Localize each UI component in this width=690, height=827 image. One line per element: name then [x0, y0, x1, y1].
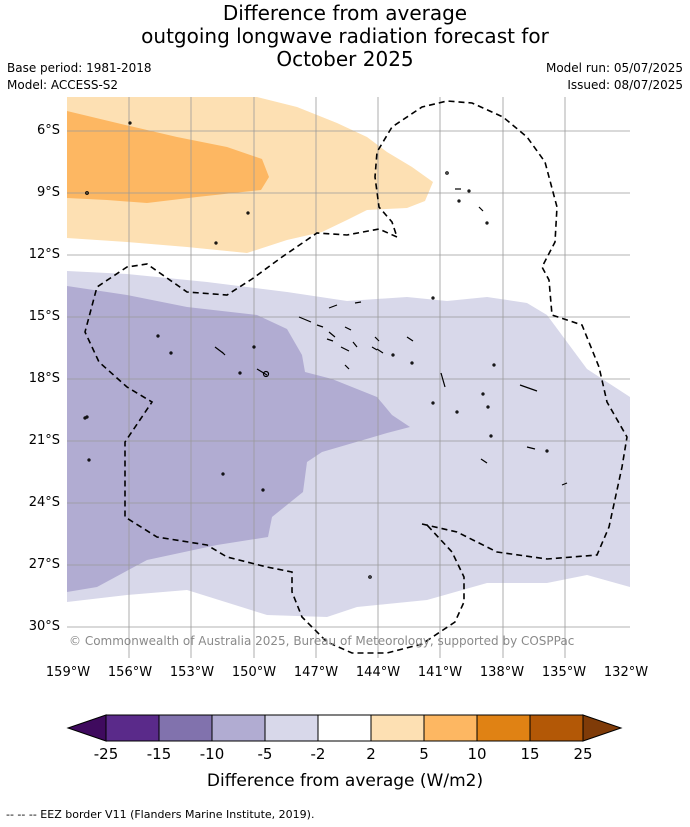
colorbar-segment [529, 714, 584, 742]
anomaly-region-pos-5-10 [67, 111, 269, 203]
title-line-2: outgoing longwave radiation forecast for [141, 24, 549, 48]
lon-tick-label: 153°W [169, 665, 215, 680]
lon-tick-label: 147°W [293, 665, 339, 680]
lat-tick-label: 9°S [36, 185, 60, 200]
colorbar-segment [158, 714, 213, 742]
lat-tick-label: 18°S [28, 371, 60, 386]
eez-border-french-polynesia [84, 100, 628, 654]
colorbar-extend-high [582, 714, 623, 742]
lat-tick-label: 21°S [28, 433, 60, 448]
model-run-text: Model run: 05/07/2025 [545, 61, 683, 75]
issued-text: Issued: 08/07/2025 [567, 78, 683, 92]
lon-tick-label: 159°W [45, 665, 91, 680]
colorbar-title: Difference from average (W/m2) [206, 771, 484, 791]
lat-tick-label: 27°S [28, 557, 60, 572]
islands [83, 121, 568, 579]
map-gridlines [67, 97, 630, 658]
lon-tick-label: 150°W [231, 665, 277, 680]
map-panel [67, 97, 630, 658]
colorbar-tick-label: -2 [310, 745, 326, 763]
title-line-1: Difference from average [222, 1, 468, 25]
colorbar-tick-label: 10 [467, 745, 487, 763]
map-title: Difference from average outgoing longwav… [0, 2, 690, 71]
colorbar-segment [317, 714, 372, 742]
anomaly-region-neg-5-10 [67, 286, 410, 592]
colorbar [66, 714, 623, 742]
lat-tick-label: 24°S [28, 495, 60, 510]
lon-tick-label: 144°W [355, 665, 401, 680]
colorbar-segment [264, 714, 319, 742]
lat-tick-label: 15°S [28, 309, 60, 324]
eez-footnote: -- -- -- EEZ border V11 (Flanders Marine… [6, 808, 315, 821]
base-period-text: Base period: 1981-2018 [7, 61, 152, 75]
lat-tick-label: 6°S [36, 123, 60, 138]
colorbar-tick-label: 25 [573, 745, 593, 763]
lon-tick-label: 132°W [603, 665, 649, 680]
lon-tick-label: 138°W [479, 665, 525, 680]
meta-right: Model run: 05/07/2025 Issued: 08/07/2025 [546, 60, 683, 94]
colorbar-segment [423, 714, 478, 742]
title-line-3: October 2025 [276, 47, 414, 71]
lon-tick-label: 156°W [107, 665, 153, 680]
map-canvas [67, 97, 630, 658]
lon-tick-label: 141°W [417, 665, 463, 680]
meta-left: Base period: 1981-2018 Model: ACCESS-S2 [7, 60, 152, 94]
copyright-notice: © Commonwealth of Australia 2025, Bureau… [69, 634, 575, 648]
colorbar-tick-label: -25 [93, 745, 119, 763]
lon-tick-label: 135°W [541, 665, 587, 680]
lat-tick-label: 30°S [28, 619, 60, 634]
colorbar-extend-low [66, 714, 107, 742]
colorbar-segment [476, 714, 531, 742]
lat-tick-label: 12°S [28, 247, 60, 262]
colorbar-tick-label: 2 [366, 745, 376, 763]
colorbar-tick-label: 15 [520, 745, 540, 763]
colorbar-tick-label: -10 [199, 745, 225, 763]
colorbar-tick-label: 5 [419, 745, 429, 763]
model-text: Model: ACCESS-S2 [7, 78, 119, 92]
colorbar-tick-label: -5 [257, 745, 273, 763]
colorbar-segment [211, 714, 266, 742]
colorbar-segment [105, 714, 160, 742]
colorbar-segment [370, 714, 425, 742]
colorbar-tick-label: -15 [146, 745, 172, 763]
